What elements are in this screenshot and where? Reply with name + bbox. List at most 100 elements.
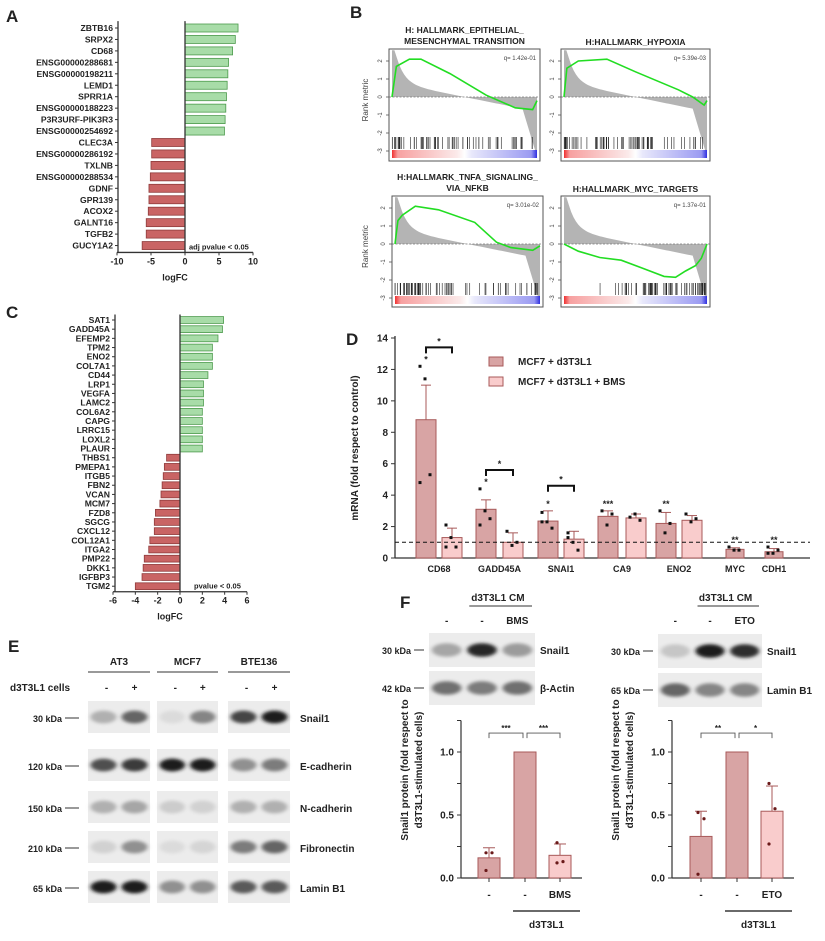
data-point [600,509,604,513]
legend-label: MCF7 + d3T3L1 [518,357,592,368]
bar-TGFB2 [145,229,186,239]
gene-label: IGFBP3 [79,572,110,582]
comparison-stars: *** [539,724,549,733]
comparison-bracket [425,346,453,354]
bar-CA9-series-2 [625,517,647,559]
protein-band [90,800,117,814]
gene-label: FZD8 [89,508,111,518]
data-point [555,861,559,865]
x-tick-label: 5 [216,256,221,266]
gsea-title: H:HALLMARK_HYPOXIA [585,37,685,47]
comparison-bracket [547,484,575,492]
bar [725,751,749,879]
x-tick-label: 0 [182,256,187,266]
protein-band [90,840,117,854]
protein-band [121,758,148,772]
bar-CA9-series-1 [597,515,619,559]
bar-ITGB5 [162,472,181,480]
y-tick-label: -2 [550,277,556,283]
data-point [668,521,672,525]
x-tick-label: -5 [147,256,155,266]
data-point [454,545,458,549]
protein-band [90,710,117,724]
lane-label: - [445,616,448,627]
blot-N-cadherin [88,791,150,823]
y-tick-label: 2 [382,522,388,533]
blot-Snail1 [88,701,150,733]
blot-β-Actin [429,671,535,705]
gene-label: LRRC15 [77,425,111,435]
bar-GADD45A-series-1 [475,508,497,559]
y-tick-label: -2 [550,130,556,136]
data-point [658,509,662,513]
bar-FBN2 [161,481,181,490]
y-tick-label: -2 [381,277,387,283]
data-point [766,545,770,549]
panel-label-A: A [6,7,18,26]
q-value: q= 3.01e-02 [507,203,540,209]
protein-label: N-cadherin [300,804,352,815]
q-value: q= 1.42e-01 [504,56,537,62]
y-tick-label: 1.0 [651,748,665,759]
significance-stars: ** [662,499,670,509]
rank-gradient-bar [395,296,540,304]
kda-marker: 120 kDa [28,762,63,772]
gene-label: CD44 [88,370,110,380]
data-point [696,872,700,876]
bar-SRPX2 [184,35,236,44]
gene-label: GPR139 [80,195,113,205]
data-point [727,545,731,549]
data-point [610,512,614,516]
chart-A [115,21,254,256]
blot-Lamin B1 [228,871,290,903]
protein-label: E-cadherin [300,762,352,773]
y-tick-label: 1.0 [440,748,454,759]
x-tick-label: -6 [109,596,117,606]
treatment-header: d3T3L1 CM [699,593,752,604]
blot-Fibronectin [157,831,218,863]
rank-gradient-bar [564,150,707,158]
gene-label: GADD45A [69,324,110,334]
protein-band [261,800,288,814]
data-point [767,781,771,786]
data-point [767,842,771,846]
data-point [428,473,432,477]
gene-label: LOXL2 [82,434,110,444]
bar-SGCG [153,518,181,526]
significance-stars: * [484,477,488,487]
protein-band [431,643,462,657]
protein-band [189,800,216,814]
bar-PLAUR [179,444,203,453]
protein-band [695,644,725,658]
data-point [540,520,544,524]
plot-frame [388,48,541,162]
data-point [663,531,667,535]
bar-ENSG00000188223 [184,103,227,113]
data-point [555,841,559,845]
x-tick-label: 4 [222,596,227,606]
gene-label: VCAN [86,489,110,499]
bar-LRP1 [179,380,204,389]
x-tick-label: - [735,890,738,901]
bar-P3R3URF-PIK3R3 [184,115,226,124]
x-tick-label: CA9 [613,564,631,574]
y-tick-label: -1 [550,112,556,118]
bar-LOXL2 [179,435,203,444]
gene-label: COL12A1 [71,535,110,545]
bar-CAPG [179,417,203,425]
y-tick-label: 2 [381,206,387,210]
lane-label: + [272,683,278,694]
blot-Lamin B1 [658,673,762,707]
data-point [449,536,453,540]
cell-line-label: MCF7 [174,657,202,668]
lane-label: ETO [734,616,755,627]
kda-marker: 30 kDa [611,647,641,657]
protein-band [159,840,186,854]
panel-label-D: D [346,330,358,349]
protein-band [90,758,117,772]
bar-PMP22 [143,554,181,563]
bar-VCAN [160,490,181,499]
panel-label-C: C [6,303,18,322]
bar-MCM7 [159,499,181,508]
